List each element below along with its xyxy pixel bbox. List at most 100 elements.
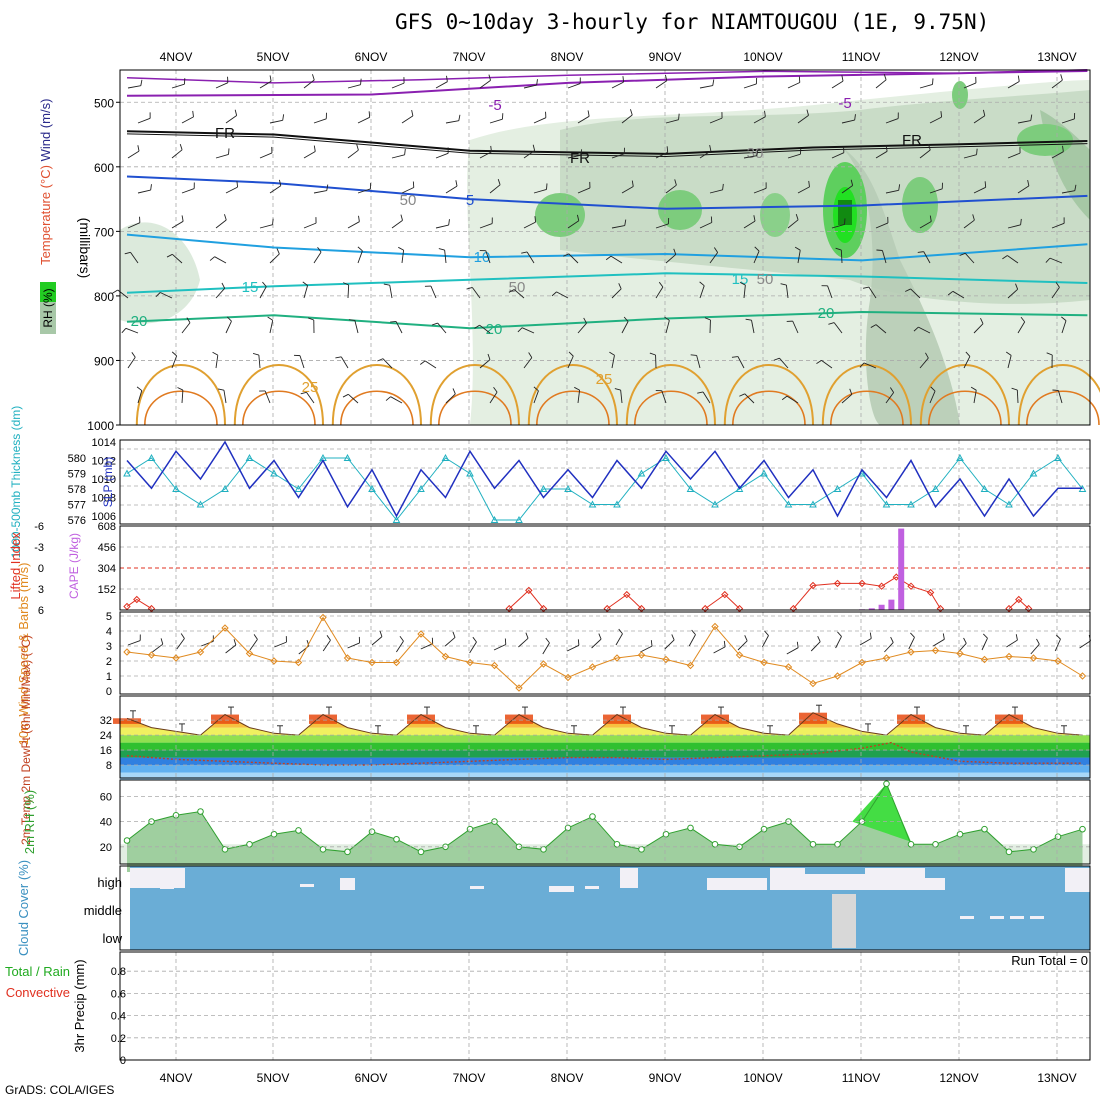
x-tick-label-bottom: 12NOV <box>939 1071 978 1085</box>
wind-barb <box>342 393 349 398</box>
thickness-marker <box>515 515 523 523</box>
wind-speed-marker <box>613 654 621 662</box>
rh-marker <box>319 846 327 853</box>
cloud-middle-low-block <box>832 894 856 948</box>
wind-barb <box>121 328 127 334</box>
wind-barb <box>526 251 535 264</box>
wind-barb <box>868 286 877 299</box>
wind-barb <box>181 215 184 222</box>
temperature2m-axis-label: 2m Temp 2m DewPt (6hr Min/Max) (°C) <box>19 635 33 845</box>
surface-wind-barb <box>347 642 360 649</box>
surface-wind-barb <box>1036 638 1040 645</box>
lifted-index-marker <box>623 590 631 599</box>
cloud-high-block <box>340 878 355 890</box>
wind-barb <box>282 114 285 121</box>
isotherm-line <box>126 133 1088 158</box>
rh-tick-label: 60 <box>100 791 112 803</box>
wind-barb <box>875 324 887 334</box>
cloud-high-block <box>865 868 925 890</box>
surface-wind-barb <box>180 633 185 639</box>
x-tick-label-top: 13NOV <box>1037 50 1076 64</box>
cloud-trace <box>960 916 974 919</box>
wind-barb <box>474 324 480 329</box>
wind-barb <box>854 114 856 121</box>
wind-barb <box>898 184 901 191</box>
wind-barb <box>739 393 745 397</box>
isotherm-line <box>126 233 1088 262</box>
thickness-marker <box>711 500 719 508</box>
wind-barb <box>611 225 625 229</box>
thickness-marker <box>441 453 450 461</box>
thickness-tick-label: 576 <box>68 515 86 527</box>
wind-barb <box>479 151 492 159</box>
wind-barb <box>1002 255 1008 260</box>
precip-panel-frame <box>119 951 1091 1061</box>
slp-tick-label: 1008 <box>92 493 116 505</box>
wind-barb <box>479 324 491 334</box>
surface-wind-barb <box>469 641 477 654</box>
wind-barb <box>963 356 971 369</box>
lifted-index-line <box>508 589 544 609</box>
wind-barb <box>806 109 809 116</box>
wind-barb <box>269 75 272 82</box>
wind-speed-marker <box>711 622 719 631</box>
wind-barb <box>1007 224 1021 229</box>
wind-barb <box>313 251 322 264</box>
rh-marker <box>834 840 841 848</box>
wind-barb <box>841 119 855 124</box>
surface-wind-barb <box>225 644 237 654</box>
wind-barb <box>490 145 492 152</box>
wind-speed-marker <box>147 651 156 659</box>
wind-tick-label: 3 <box>106 641 112 653</box>
wind-barb <box>709 252 719 264</box>
wind-barb <box>982 109 986 116</box>
wind-barb <box>611 153 625 159</box>
surface-wind-barb <box>152 643 164 653</box>
cloud-cover-axis-label: Cloud Cover (%) <box>16 860 31 956</box>
x-tick-label-top: 11NOV <box>842 50 880 64</box>
x-tick-label-top: 8NOV <box>551 50 584 64</box>
thickness-marker <box>882 500 891 508</box>
rh-area-fill <box>127 783 1083 872</box>
thickness-marker <box>221 484 229 492</box>
isotherm-25-arch <box>135 364 226 426</box>
wind-barb <box>1051 287 1060 299</box>
wind-barb <box>523 357 533 369</box>
pressure-tick-label: 800 <box>94 290 114 304</box>
wind-barb <box>360 78 362 85</box>
wind-barb <box>343 282 349 286</box>
wind-barb <box>610 255 623 264</box>
rh-marker <box>466 825 474 833</box>
wind-barb <box>137 189 151 194</box>
wind-barb <box>401 250 405 264</box>
wind-barb <box>127 222 141 229</box>
wind-barb <box>690 354 697 356</box>
wind-barb <box>356 144 359 151</box>
contour-label: -5 <box>838 95 851 112</box>
wind-barb <box>446 75 448 82</box>
wind-barb <box>533 390 539 404</box>
wind-speed-marker <box>662 655 670 664</box>
x-tick-label-bottom: 13NOV <box>1037 1071 1076 1085</box>
wind-barb <box>1007 255 1019 264</box>
wind-barb <box>278 179 282 186</box>
rh-marker <box>687 824 694 832</box>
wind-barb <box>215 153 229 159</box>
wind-barb <box>699 150 712 159</box>
wind-barb <box>972 214 975 221</box>
wind-barb <box>493 386 498 393</box>
wind-barb <box>358 215 360 222</box>
surface-wind-barb <box>472 636 477 643</box>
wind-barb <box>973 323 984 334</box>
isotherm-line <box>126 70 1088 84</box>
wind-barb <box>269 185 282 194</box>
wind-barb <box>215 82 229 89</box>
wind-barb <box>797 186 810 194</box>
thickness-marker <box>417 484 425 492</box>
wind-barb <box>458 114 461 121</box>
surface-wind-barb <box>932 638 945 647</box>
wind-barb <box>357 246 363 252</box>
surface-wind-barb <box>664 639 675 650</box>
wind-barb <box>580 149 583 156</box>
wind-barb <box>435 224 449 229</box>
